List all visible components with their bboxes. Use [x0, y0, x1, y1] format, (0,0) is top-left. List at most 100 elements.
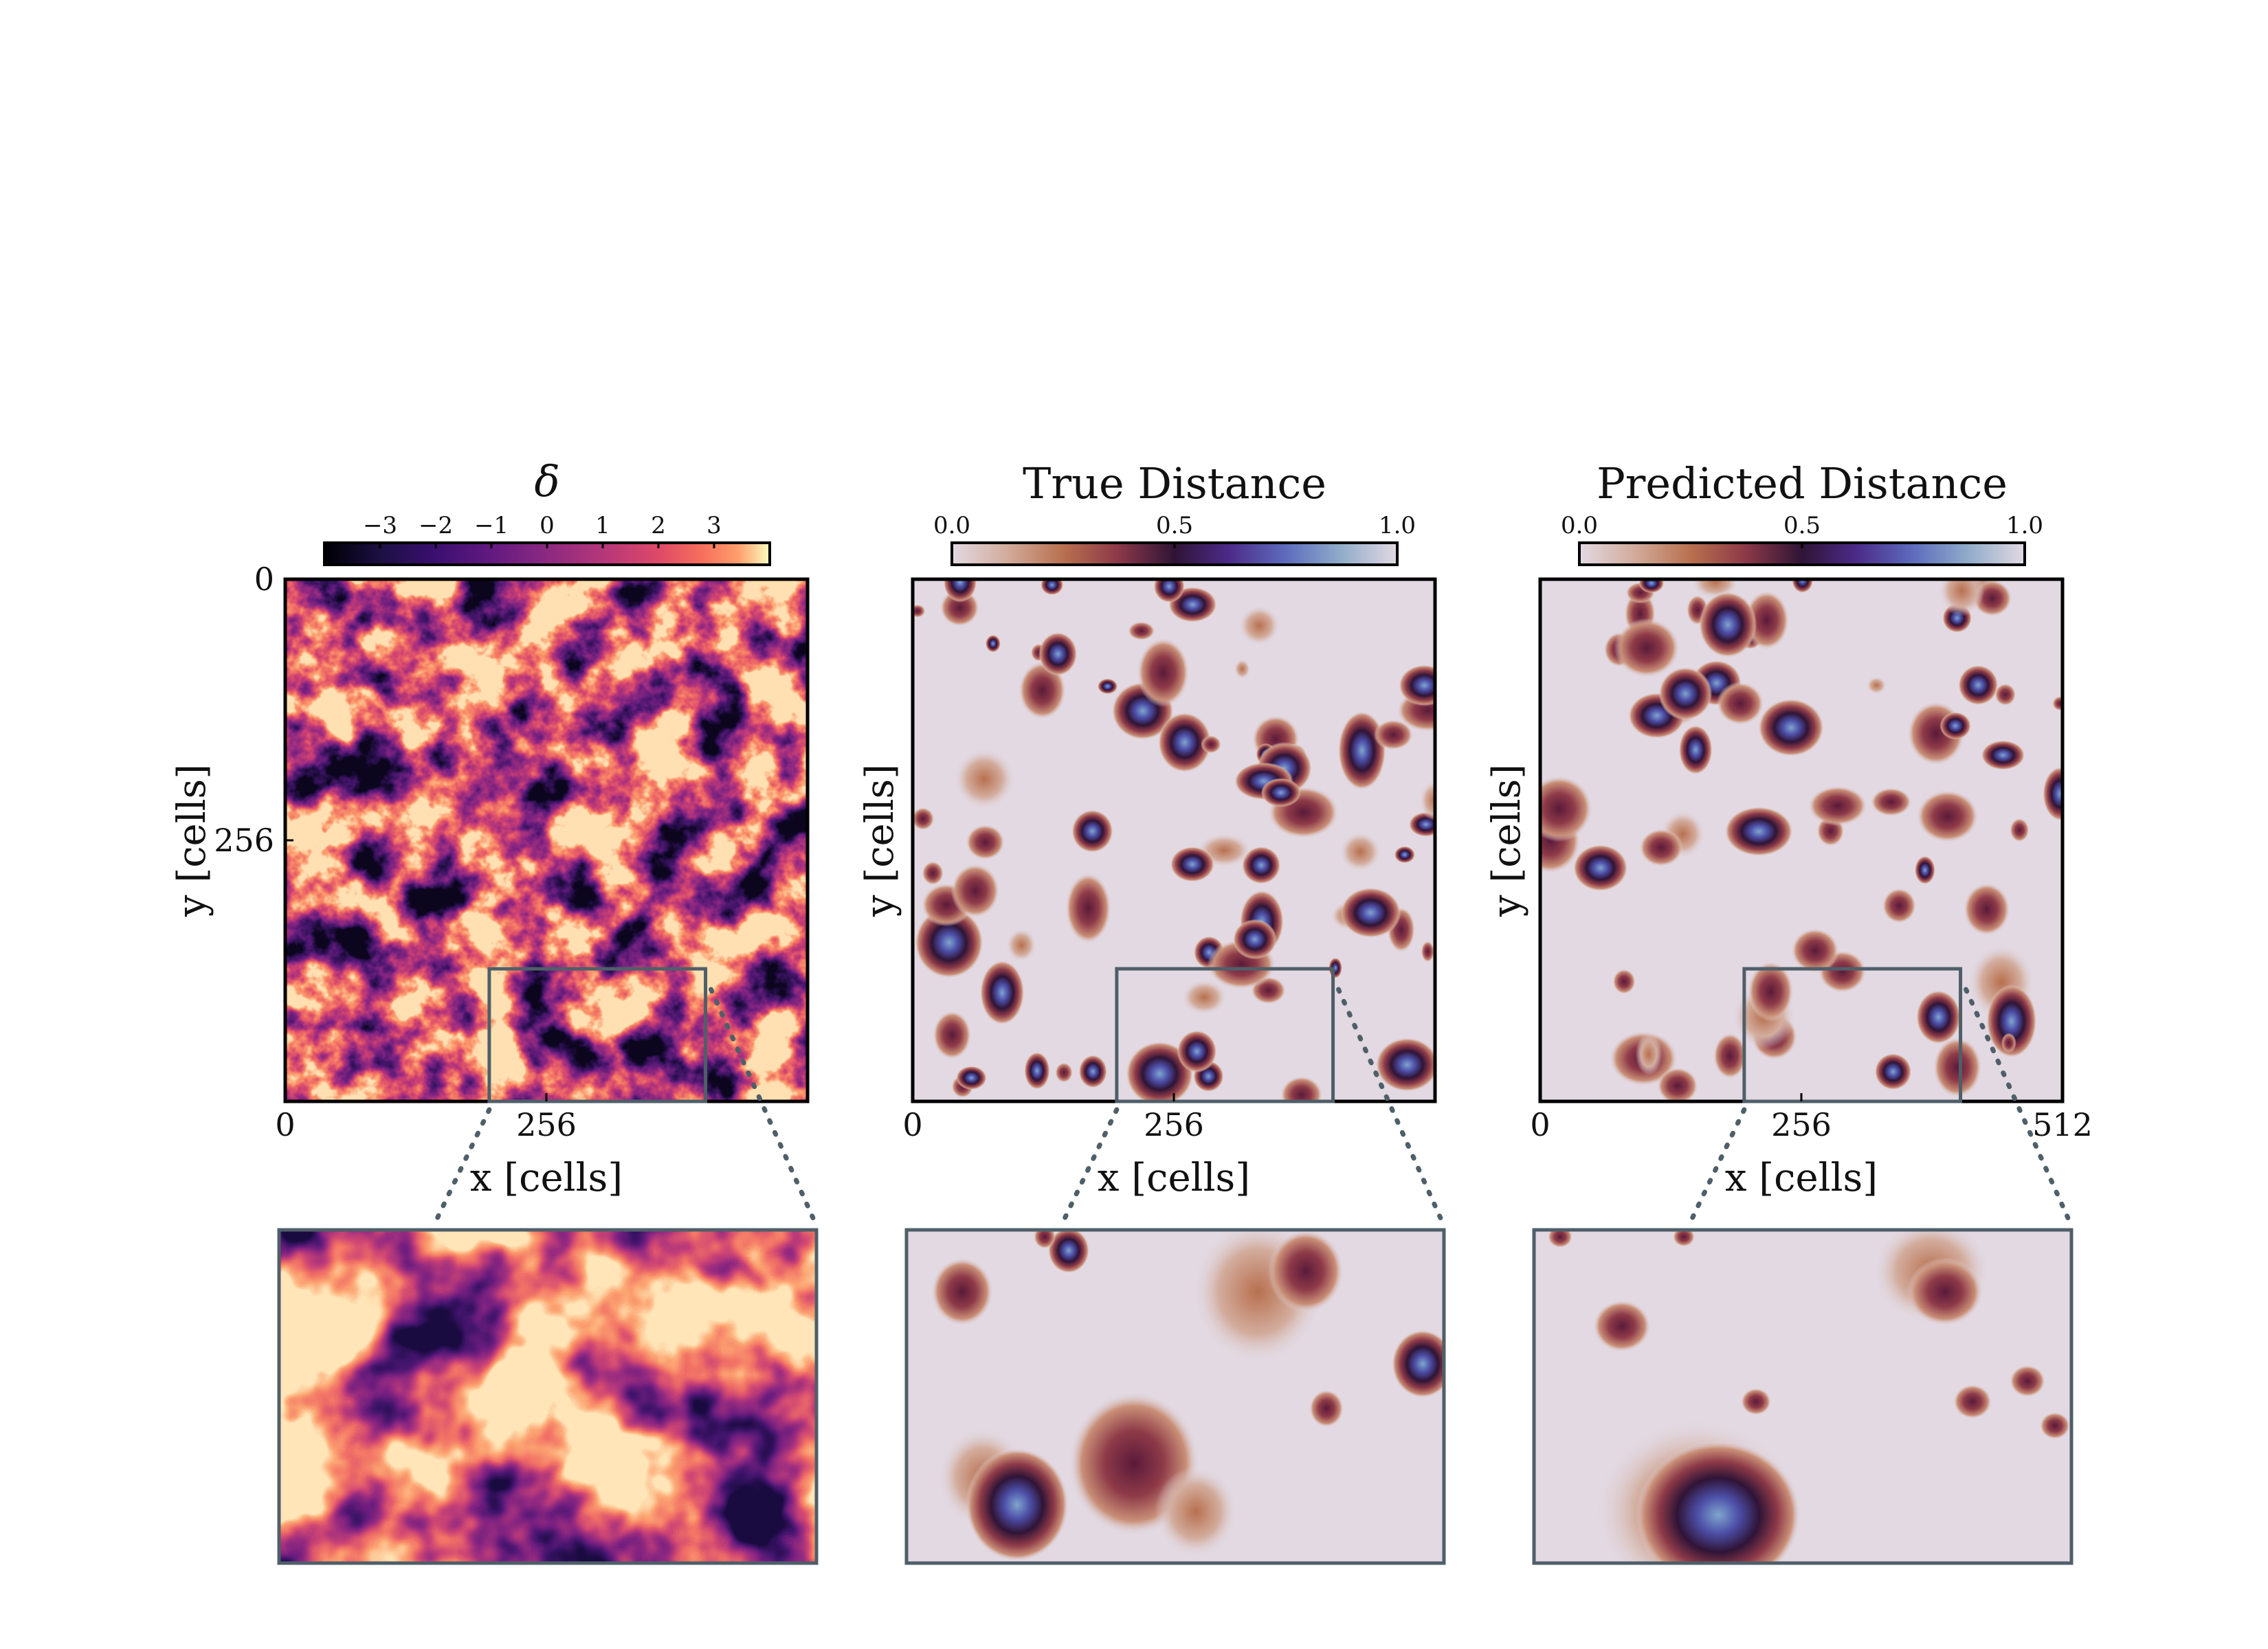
predicted-distance-region [1612, 969, 1636, 994]
inset-predicted-distance-region [1593, 1300, 1651, 1352]
predicted-distance-region [1933, 1037, 1982, 1098]
density-ytick-label: 256 [214, 822, 274, 859]
predicted-distance-region [1994, 683, 2016, 706]
true-distance-region [1071, 809, 1113, 853]
predicted-distance-region [1916, 789, 1979, 843]
true-distance-region [1373, 719, 1414, 750]
true-distance-region [1399, 664, 1435, 706]
true-distance-region [1421, 941, 1435, 963]
predicted-distance-xtick-label: 512 [2032, 1106, 2093, 1143]
true-distance-zoom-connector-left [1058, 1107, 1120, 1229]
inset-true-distance-region [1268, 1230, 1344, 1313]
density-zoom-connector-right [709, 987, 819, 1229]
true-distance-region [1394, 846, 1415, 864]
inset-predicted-distance-region [2010, 1365, 2045, 1398]
predicted-distance-xtick-label: 256 [1771, 1106, 1832, 1143]
true-distance-region [1137, 638, 1190, 708]
true-distance-region [979, 960, 1025, 1025]
predicted-distance-xlabel: x [cells] [1725, 1156, 1878, 1200]
inset-true-distance-region [931, 1257, 993, 1326]
predicted-distance-colorbar-title: Predicted Distance [1597, 458, 2008, 508]
true-distance-region [1024, 1052, 1050, 1090]
inset-true-distance-region [1034, 1230, 1056, 1249]
density-colorbar-tick-label: 2 [651, 512, 666, 539]
predicted-distance-region [1748, 961, 1794, 1022]
true-distance-region [914, 906, 983, 978]
true-distance-ylabel: y [cells] [858, 764, 902, 917]
true-distance-region [986, 635, 1001, 653]
panel-density: −3 −2 −1 0 1 2 3 δ 0 256 0 256 x [cells] y [cells… [170, 456, 810, 1200]
inset-true-distance-region [1309, 1389, 1344, 1428]
density-colorbar-tick-label: 1 [595, 512, 610, 539]
true-distance-region [943, 579, 977, 603]
true-distance-region [1055, 1062, 1073, 1083]
predicted-distance-zoom-region [1742, 967, 1963, 1103]
predicted-distance-region [1724, 806, 1793, 857]
predicted-distance-region [1808, 785, 1867, 826]
predicted-distance-region [1658, 667, 1713, 721]
predicted-distance-region [1963, 882, 2010, 936]
predicted-distance-region [1791, 928, 1839, 973]
density-zoom-region [487, 967, 708, 1103]
true-distance-region [1128, 621, 1155, 640]
predicted-distance-region [1716, 682, 1764, 726]
true-distance-region [953, 748, 1015, 810]
predicted-distance-region [1882, 888, 1917, 923]
predicted-distance-region [2052, 696, 2063, 711]
predicted-distance-colorbar-tick-label: 0.0 [1561, 512, 1598, 539]
density-xlabel: x [cells] [470, 1156, 623, 1200]
predicted-distance-region [1958, 664, 1999, 706]
predicted-distance-ylabel: y [cells] [1485, 764, 1529, 917]
true-distance-region [1234, 659, 1251, 680]
inset-predicted-distance [1532, 1228, 2074, 1565]
true-distance-region [1170, 846, 1214, 882]
true-distance-region [913, 807, 935, 831]
density-colorbar-tick-label: 0 [540, 512, 555, 539]
true-distance-zoom-connector-right [1336, 987, 1447, 1229]
inset-predicted-distance-region [1673, 1230, 1695, 1247]
predicted-distance-xtick-label: 0 [1530, 1106, 1550, 1143]
predicted-distance-region [1870, 787, 1912, 817]
true-distance-region [1339, 831, 1381, 872]
true-distance-region [1177, 1030, 1217, 1073]
predicted-distance-region [1540, 775, 1593, 842]
true-distance-colorbar-tick-label: 0.5 [1156, 512, 1193, 539]
zoom-connectors [431, 987, 2074, 1229]
inset-density-frame [277, 1228, 819, 1565]
true-distance-region [1181, 979, 1227, 1016]
inset-true-distance-region [1048, 1230, 1089, 1273]
inset-predicted-distance-region [1741, 1388, 1771, 1415]
predicted-distance-region [1635, 1033, 1663, 1075]
predicted-distance-region [1792, 579, 1814, 593]
density-colorbar-tick-label: 3 [707, 512, 722, 539]
inset-predicted-distance-region [1953, 1384, 1992, 1420]
panel-predicted-distance: 0.0 0.5 1.0 Predicted Distance 0 256 512 x [… [1485, 458, 2093, 1200]
true-distance-region [1280, 1076, 1323, 1101]
true-distance-region [1419, 780, 1435, 821]
predicted-distance-region [1657, 1067, 1698, 1101]
density-heatmap [285, 579, 808, 1101]
predicted-distance-region [1572, 844, 1628, 892]
predicted-distance-region [1713, 1033, 1747, 1079]
true-distance-region [1041, 579, 1064, 596]
predicted-distance-region [2043, 767, 2063, 821]
true-distance-xtick-label: 0 [902, 1106, 922, 1143]
predicted-distance-region [1981, 740, 2025, 770]
true-distance-region [1232, 919, 1277, 960]
true-distance-xlabel: x [cells] [1098, 1156, 1250, 1200]
predicted-distance-region [1744, 590, 1790, 650]
predicted-distance-region [1614, 618, 1680, 678]
inset-true-distance-region [1392, 1330, 1444, 1398]
true-distance-region [1065, 873, 1111, 944]
density-ylabel: y [cells] [170, 764, 214, 917]
true-distance-colorbar-tick-label: 0.0 [933, 512, 970, 539]
true-distance-region [1201, 735, 1221, 754]
inset-true-distance [904, 1228, 1446, 1565]
predicted-distance-region [1698, 592, 1757, 658]
predicted-distance-region [1916, 990, 1961, 1044]
predicted-distance-region [2010, 818, 2030, 842]
true-distance-region [1242, 846, 1281, 884]
predicted-distance-zoom-connector-right [1964, 987, 2074, 1229]
true-distance-region [1260, 778, 1301, 807]
